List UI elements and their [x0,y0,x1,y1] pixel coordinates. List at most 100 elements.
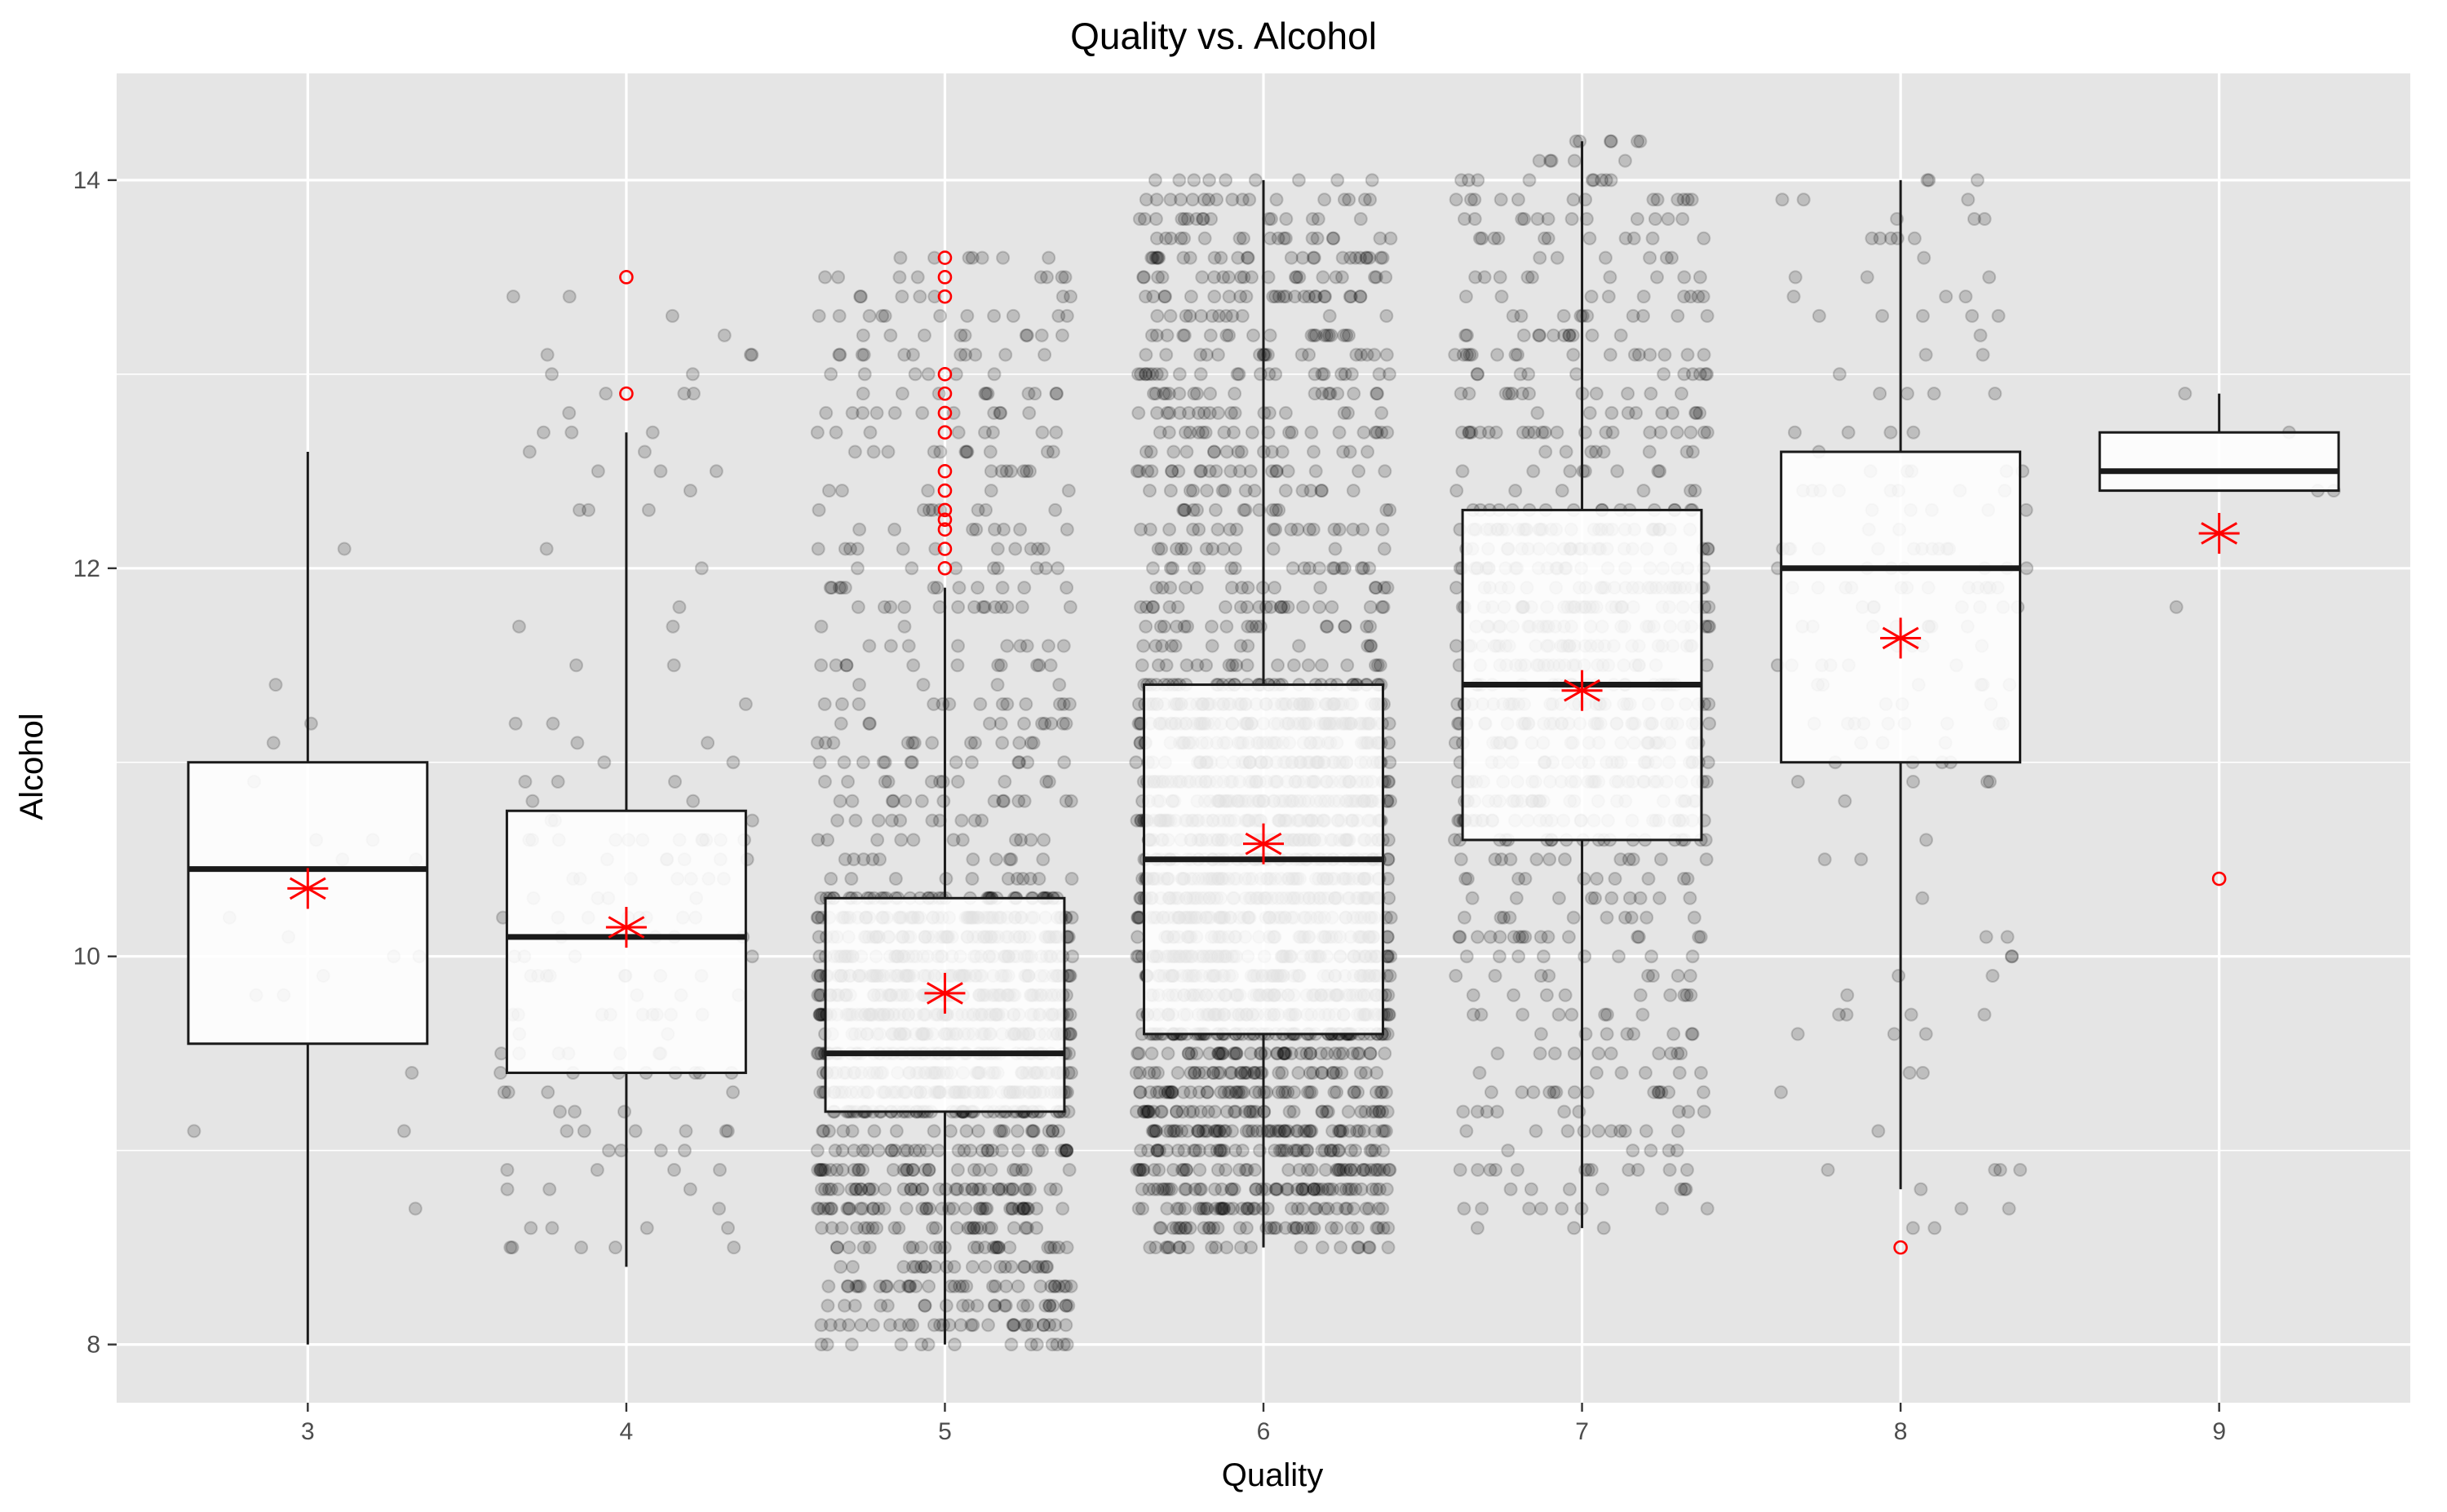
observation-point [1454,387,1468,401]
observation-point [908,367,923,382]
observation-point [1347,387,1361,401]
observation-point [1161,1240,1175,1255]
observation-point [1017,1259,1032,1274]
observation-point [1462,173,1476,188]
observation-point [1193,1163,1207,1177]
observation-point [967,1221,981,1236]
observation-point [683,1182,697,1196]
observation-point [838,852,852,867]
observation-point [1217,1201,1232,1216]
observation-point [834,484,849,498]
observation-point [892,1318,907,1333]
observation-point [1316,270,1330,285]
observation-point [954,813,969,828]
observation-point [1219,1104,1234,1119]
observation-point [1353,212,1368,226]
observation-point [1555,484,1569,498]
observation-point [860,1143,874,1158]
observation-point [1567,1085,1582,1099]
observation-point [881,775,896,789]
observation-point [745,813,759,828]
observation-point [1004,852,1019,867]
observation-point [1038,347,1052,362]
observation-point [881,444,896,459]
observation-point [1459,949,1474,964]
observation-point [1005,1201,1020,1216]
observation-point [1042,1298,1057,1313]
observation-point [879,1279,894,1293]
observation-point [1162,425,1176,440]
observation-point [1310,231,1325,245]
observation-point [1702,619,1716,634]
observation-point [821,1298,835,1313]
observation-point [1381,833,1396,847]
observation-point [1011,1124,1024,1138]
observation-point [1988,387,2002,401]
observation-point [1166,444,1181,459]
observation-point [1132,212,1147,226]
observation-point [1315,1240,1330,1255]
observation-point [1378,464,1392,479]
observation-point [1538,444,1553,459]
observation-point [1600,1007,1614,1022]
observation-point [824,367,839,382]
observation-point [1603,270,1617,285]
observation-point [810,1046,825,1061]
observation-point [986,1240,1001,1255]
observation-point [1285,1201,1299,1216]
observation-point [1187,561,1201,576]
observation-point [1639,910,1654,925]
observation-point [828,1143,843,1158]
observation-point [1058,270,1073,285]
observation-point [1235,308,1250,323]
observation-point [987,405,1002,420]
observation-point [1982,270,1997,285]
observation-point [1577,949,1592,964]
observation-point [998,1279,1013,1293]
observation-point [947,1279,962,1293]
observation-point [861,1182,876,1196]
observation-point [992,1240,1007,1255]
observation-point [2005,949,2020,964]
observation-point [854,1182,868,1196]
observation-point [653,1143,668,1158]
observation-point [1020,1318,1034,1333]
observation-point [1375,522,1390,537]
observation-point [1020,328,1034,343]
observation-point [1681,1104,1696,1119]
observation-point [1162,522,1177,537]
observation-point [1337,192,1352,207]
observation-point [870,833,885,847]
observation-point [1183,1221,1197,1236]
observation-point [856,328,870,343]
observation-point [824,872,839,886]
observation-point [1605,425,1620,440]
observation-point [1030,542,1045,556]
observation-point [951,425,966,440]
observation-point [950,775,965,789]
observation-point [905,561,919,576]
observation-point [980,387,995,401]
observation-point [511,619,526,634]
observation-point [1056,1337,1071,1352]
observation-point [1189,1046,1204,1061]
observation-point [1361,444,1374,459]
observation-point [1279,212,1294,226]
observation-point [1029,1201,1044,1216]
observation-point [1371,1201,1386,1216]
observation-point [524,1221,538,1236]
observation-point [844,1337,859,1352]
observation-point [1065,949,1080,964]
observation-point [1246,328,1260,343]
observation-point [1004,1259,1019,1274]
observation-point [1458,290,1473,304]
observation-point [841,775,855,789]
observation-point [1626,1143,1640,1158]
observation-point [720,1124,735,1138]
observation-point [1178,1182,1193,1196]
observation-point [1529,1124,1543,1138]
observation-point [1906,775,1920,789]
observation-point [1354,1104,1369,1119]
observation-point [1150,1143,1164,1158]
observation-point [902,1240,917,1255]
